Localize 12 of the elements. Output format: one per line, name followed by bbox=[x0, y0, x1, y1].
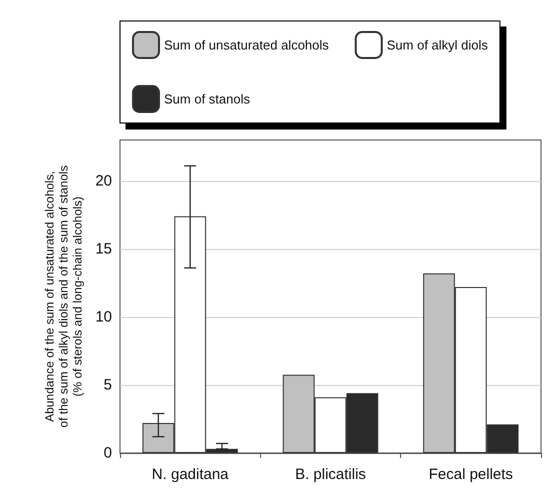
y-tick-label: 10 bbox=[95, 308, 112, 326]
legend-label: Sum of alkyl diols bbox=[386, 38, 488, 52]
x-tick-label: N. gaditana bbox=[152, 466, 230, 483]
x-tick-label: Fecal pellets bbox=[428, 466, 513, 483]
legend-label: Sum of stanols bbox=[164, 92, 250, 106]
y-axis-title: Abundance of the sum of unsaturated alcohols, of the sum of alkyl diols and of the sum of stanols (% of sterols and long-chain alcohols) bbox=[42, 165, 84, 428]
x-tick-label: B. plicatilis bbox=[295, 466, 366, 483]
y-tick-label: 15 bbox=[95, 240, 112, 258]
y-tick-label: 5 bbox=[104, 376, 112, 394]
y-tick-label: 0 bbox=[104, 444, 112, 462]
y-tick-label: 20 bbox=[95, 172, 112, 190]
legend-label: Sum of unsaturated alcohols bbox=[164, 38, 330, 52]
